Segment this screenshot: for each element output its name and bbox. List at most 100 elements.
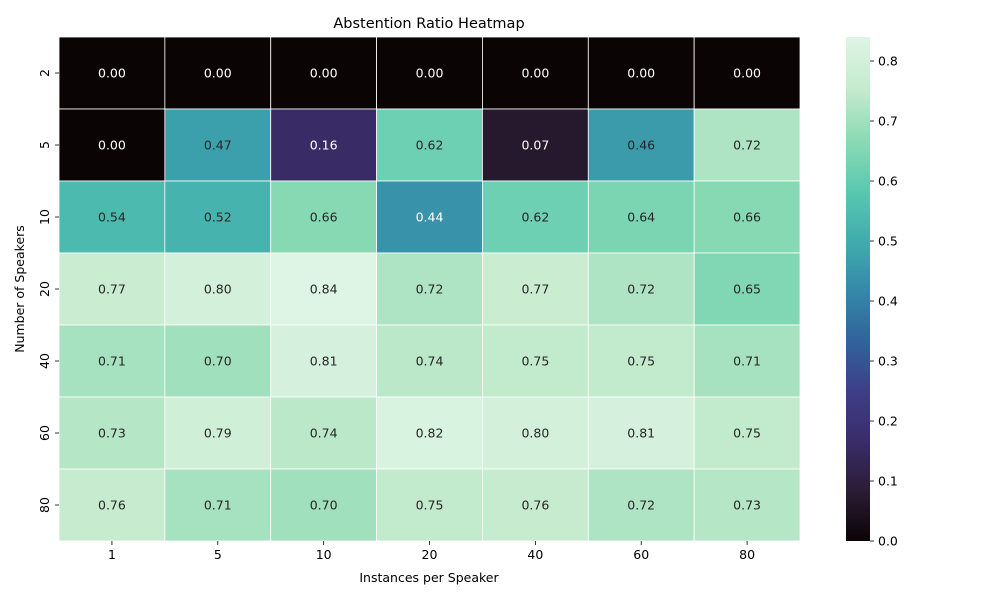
heatmap-cell (164, 252, 272, 326)
cell-value-label: 0.64 (627, 210, 655, 225)
cell-value-label: 0.71 (204, 498, 232, 513)
y-tick-label: 80 (37, 497, 52, 513)
heatmap-cells (58, 36, 801, 542)
heatmap-cell (587, 252, 695, 326)
cell-value-label: 0.76 (521, 498, 549, 513)
heatmap-cell (58, 396, 166, 470)
cell-value-label: 0.47 (204, 138, 232, 153)
cell-value-label: 0.00 (627, 66, 655, 81)
cell-value-label: 0.16 (310, 138, 338, 153)
colorbar (846, 37, 870, 541)
y-tick-label: 20 (37, 281, 52, 297)
cell-value-label: 0.80 (204, 282, 232, 297)
cell-value-label: 0.70 (204, 354, 232, 369)
cell-value-label: 0.66 (310, 210, 338, 225)
cell-value-label: 0.73 (98, 426, 126, 441)
x-tick-label: 5 (214, 547, 222, 562)
cell-value-label: 0.81 (627, 426, 655, 441)
heatmap-cell (164, 180, 272, 254)
y-tick-label: 10 (37, 209, 52, 225)
y-tick-label: 2 (37, 69, 52, 77)
y-tick-label: 60 (37, 425, 52, 441)
x-tick-label: 20 (422, 547, 438, 562)
y-tick-label: 5 (37, 141, 52, 149)
heatmap-cell (164, 36, 272, 110)
cell-value-label: 0.62 (416, 138, 444, 153)
cell-value-label: 0.46 (627, 138, 655, 153)
cell-value-label: 0.72 (733, 138, 761, 153)
chart-title: Abstention Ratio Heatmap (333, 16, 524, 32)
heatmap-cell (376, 468, 483, 542)
cell-value-label: 0.52 (204, 210, 232, 225)
x-axis-label: Instances per Speaker (359, 570, 499, 585)
cell-value-label: 0.72 (416, 282, 444, 297)
heatmap-cell (58, 468, 166, 542)
heatmap-cell (376, 36, 483, 110)
cell-value-label: 0.79 (204, 426, 232, 441)
heatmap-cell (58, 180, 166, 254)
colorbar-tick-label: 0.8 (878, 54, 898, 69)
cell-value-label: 0.75 (733, 426, 761, 441)
cell-value-label: 0.65 (733, 282, 761, 297)
cell-value-label: 0.73 (733, 498, 761, 513)
cell-value-label: 0.77 (98, 282, 126, 297)
cell-value-label: 0.72 (627, 498, 655, 513)
colorbar-tick-label: 0.1 (878, 474, 898, 489)
cell-value-label: 0.75 (627, 354, 655, 369)
cell-value-label: 0.54 (98, 210, 126, 225)
x-tick-label: 80 (739, 547, 755, 562)
heatmap-cell (58, 108, 166, 182)
cell-value-label: 0.84 (310, 282, 338, 297)
heatmap-cell (482, 468, 589, 542)
cell-value-label: 0.80 (521, 426, 549, 441)
heatmap-cell (58, 252, 166, 326)
colorbar-tick-label: 0.2 (878, 414, 898, 429)
heatmap-cell (482, 36, 589, 110)
x-tick-label: 40 (527, 547, 543, 562)
cell-value-label: 0.00 (416, 66, 444, 81)
heatmap-cell (270, 396, 377, 470)
cell-value-label: 0.77 (521, 282, 549, 297)
cell-value-label: 0.00 (733, 66, 761, 81)
x-tick-label: 60 (633, 547, 649, 562)
heatmap-cell (376, 180, 483, 254)
colorbar-tick-label: 0.7 (878, 114, 898, 129)
cell-value-label: 0.75 (416, 498, 444, 513)
heatmap-cell (693, 108, 801, 182)
heatmap-cell (58, 324, 166, 398)
heatmap-cell (587, 36, 695, 110)
cell-value-label: 0.00 (204, 66, 232, 81)
heatmap-cell (482, 180, 589, 254)
cell-value-label: 0.72 (627, 282, 655, 297)
cell-value-label: 0.70 (310, 498, 338, 513)
cell-value-label: 0.44 (416, 210, 444, 225)
cell-value-label: 0.00 (521, 66, 549, 81)
colorbar-tick-label: 0.3 (878, 354, 898, 369)
heatmap-cell (693, 468, 801, 542)
x-axis-ticks: 1 5 10 20 40 60 80 (108, 541, 755, 562)
y-tick-label: 40 (37, 353, 52, 369)
cell-value-label: 0.76 (98, 498, 126, 513)
y-axis-label: Number of Speakers (12, 225, 27, 353)
cell-value-label: 0.71 (733, 354, 761, 369)
cell-value-label: 0.66 (733, 210, 761, 225)
heatmap-cell (164, 396, 272, 470)
heatmap-cell (693, 396, 801, 470)
colorbar-ticks: 0.0 0.1 0.2 0.3 0.4 0.5 0.6 0.7 0.8 (870, 54, 898, 549)
cell-value-label: 0.00 (310, 66, 338, 81)
x-tick-label: 1 (108, 547, 116, 562)
cell-value-label: 0.71 (98, 354, 126, 369)
heatmap-cell (482, 396, 589, 470)
cell-value-label: 0.00 (98, 66, 126, 81)
colorbar-tick-label: 0.0 (878, 534, 898, 549)
cell-value-label: 0.74 (310, 426, 338, 441)
cell-value-label: 0.74 (416, 354, 444, 369)
heatmap-cell (587, 108, 695, 182)
heatmap-cell (376, 252, 483, 326)
heatmap-cell (270, 180, 377, 254)
heatmap-cell (693, 324, 801, 398)
cell-value-label: 0.82 (416, 426, 444, 441)
cell-value-label: 0.07 (521, 138, 549, 153)
heatmap-cell (693, 252, 801, 326)
